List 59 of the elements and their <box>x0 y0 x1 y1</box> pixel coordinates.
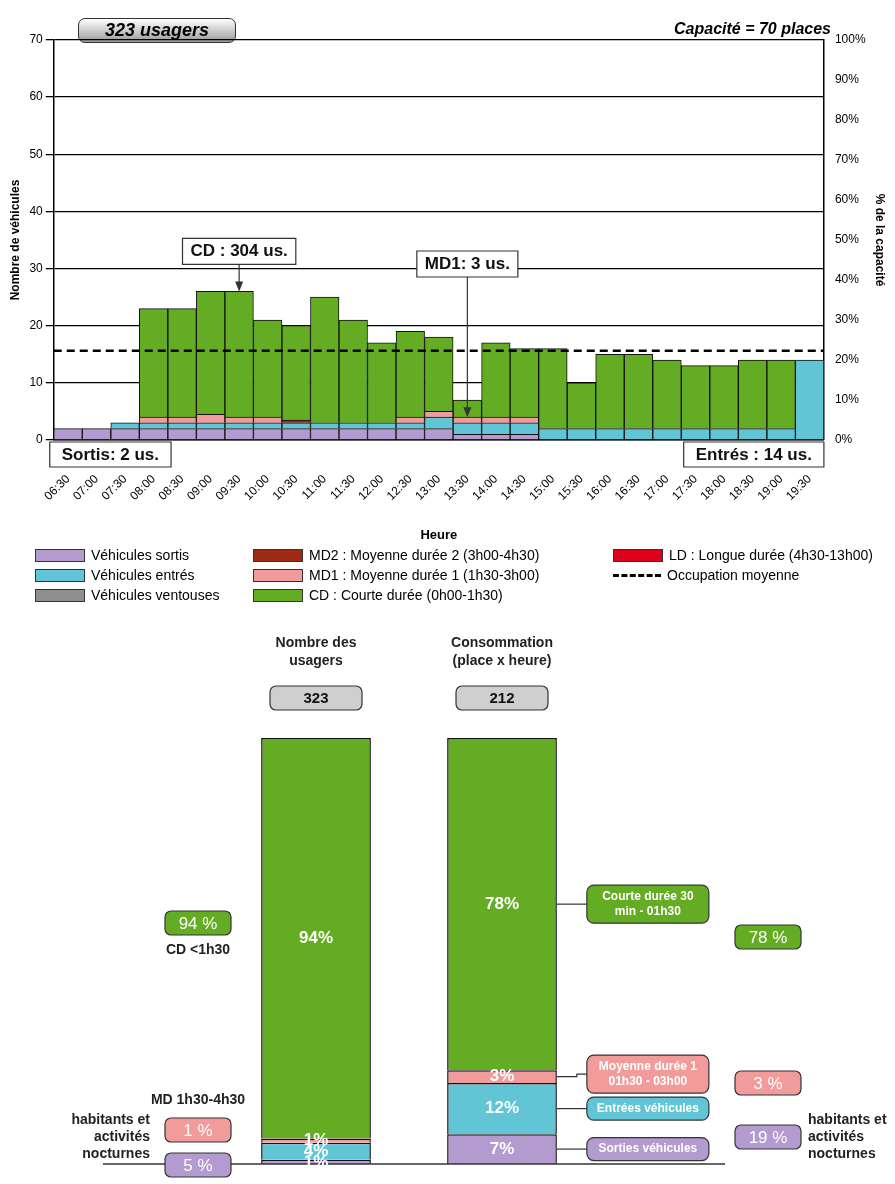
data-label: 78% <box>484 893 520 913</box>
y2-tick-label: 70% <box>834 152 860 167</box>
y-tick-label: 40 <box>29 203 44 218</box>
legend-label: LD : Longue durée (4h30-13h00) <box>669 547 873 563</box>
y2-tick-label: 100% <box>834 32 866 47</box>
data-label: 94% <box>298 927 334 947</box>
y-tick-label: 30 <box>29 260 44 275</box>
annotation: 1 % <box>183 1120 213 1140</box>
legend-label: Véhicules entrés <box>91 567 195 583</box>
text: habitants et activités nocturnes <box>808 1110 887 1161</box>
y2-tick-label: 20% <box>834 352 860 367</box>
legend-label: Occupation moyenne <box>667 567 800 583</box>
y-axis-title: Nombre de véhicules <box>7 179 22 301</box>
annotation: 5 % <box>183 1155 213 1175</box>
text: Entrés : 14 us. <box>695 444 812 464</box>
legend-label: Véhicules sortis <box>91 547 190 563</box>
y2-tick-label: 40% <box>834 272 860 287</box>
chart-title: 323 usagers <box>78 18 237 43</box>
annotation: MD1: 3 us. <box>424 253 510 273</box>
y-tick-label: 20 <box>29 318 44 333</box>
annotation: habitants et activités nocturnes <box>71 1110 151 1161</box>
y-tick-label: 0 <box>36 432 44 447</box>
y2-tick-label: 0% <box>834 432 853 447</box>
text: 19 % <box>748 1127 788 1147</box>
x-tick-label: Nombre des usagers <box>275 633 357 668</box>
y-tick-label: 10 <box>29 375 44 390</box>
x-tick-label: Consommation (place x heure) <box>451 633 553 668</box>
y2-tick-label: 10% <box>834 392 860 407</box>
y-tick-label: 50 <box>29 146 44 161</box>
text: Entrées véhicules <box>596 1100 700 1115</box>
y-tick-label: 60 <box>29 89 44 104</box>
annotation: CD : 304 us. <box>190 241 288 261</box>
annotation: 94 % <box>178 913 218 933</box>
x-axis-title: Heure <box>420 526 458 542</box>
legend-label: MD1 : Moyenne durée 1 (1h30-3h00) <box>309 567 540 583</box>
legend-label: CD : Courte durée (0h00-1h30) <box>309 587 503 603</box>
annotation: CD <1h30 <box>165 940 231 957</box>
text: 3 % <box>753 1073 783 1093</box>
legend-label: Véhicules ventouses <box>91 587 220 603</box>
text: Sorties véhicules <box>598 1141 698 1156</box>
y2-tick-label: 90% <box>834 72 860 87</box>
annotation: MD 1h30-4h30 <box>150 1090 246 1107</box>
chart-subtitle: Capacité = 70 places <box>674 20 831 38</box>
data-label: 3% <box>489 1066 515 1086</box>
text: Courte durée 30 min - 01h30 <box>602 888 694 918</box>
text: 212 <box>489 689 515 707</box>
data-label: 12% <box>484 1098 520 1118</box>
y2-tick-label: 50% <box>834 232 860 247</box>
y2-axis-title: % de la capacité <box>873 193 888 287</box>
text: Moyenne durée 1 01h30 - 03h00 <box>598 1058 698 1088</box>
data-label: 7% <box>489 1138 515 1158</box>
y-tick-label: 70 <box>29 32 44 47</box>
text: 78 % <box>748 927 788 947</box>
y2-tick-label: 80% <box>834 112 860 127</box>
y2-tick-label: 60% <box>834 192 860 207</box>
legend-label: MD2 : Moyenne durée 2 (3h00-4h30) <box>309 547 540 563</box>
text: Sortis: 2 us. <box>61 444 160 464</box>
y2-tick-label: 30% <box>834 312 860 327</box>
text: 323 <box>303 689 329 707</box>
